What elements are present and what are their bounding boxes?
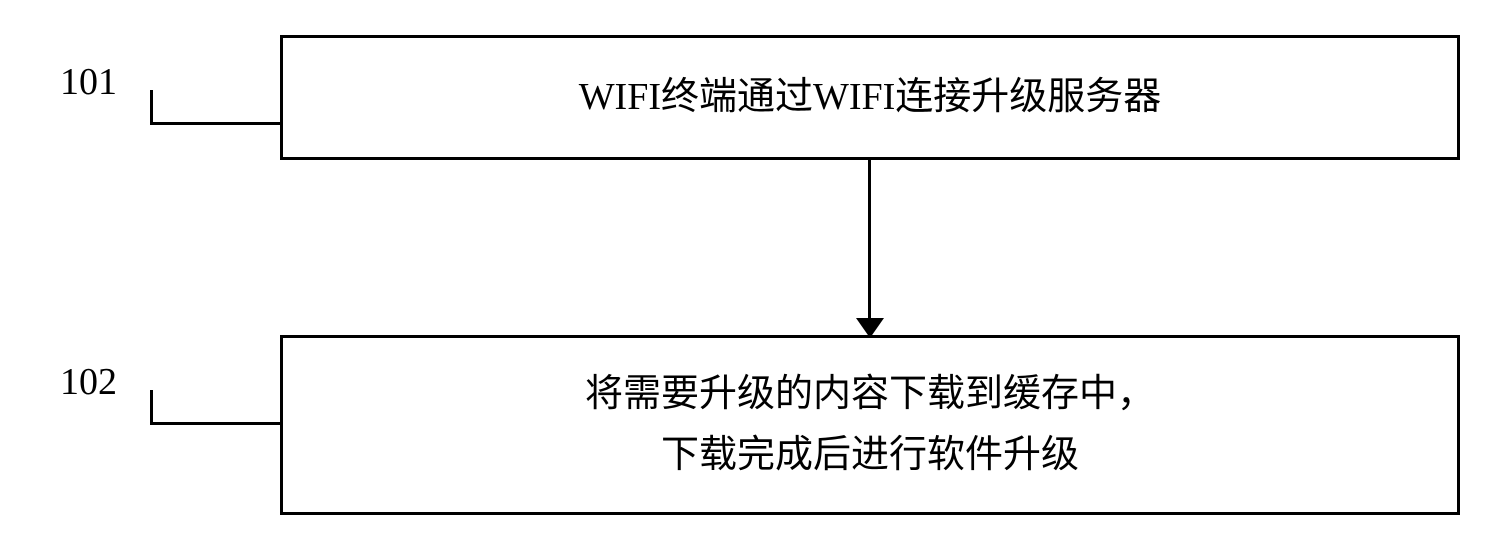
step-box-101-text: WIFI终端通过WIFI连接升级服务器: [579, 67, 1162, 128]
connector-102-v: [150, 390, 153, 425]
step-box-101: WIFI终端通过WIFI连接升级服务器: [280, 35, 1460, 160]
connector-101-v: [150, 90, 153, 125]
connector-102-h: [150, 422, 280, 425]
connector-101-h: [150, 122, 280, 125]
step-box-102-line2: 下载完成后进行软件升级: [661, 425, 1079, 486]
diagram-canvas: 101 WIFI终端通过WIFI连接升级服务器 102 将需要升级的内容下载到缓…: [0, 0, 1508, 540]
step-label-101: 101: [60, 60, 117, 104]
arrow-line: [868, 160, 871, 320]
step-label-102: 102: [60, 360, 117, 404]
step-box-102: 将需要升级的内容下载到缓存中， 下载完成后进行软件升级: [280, 335, 1460, 515]
step-box-102-line1: 将需要升级的内容下载到缓存中，: [585, 364, 1155, 425]
